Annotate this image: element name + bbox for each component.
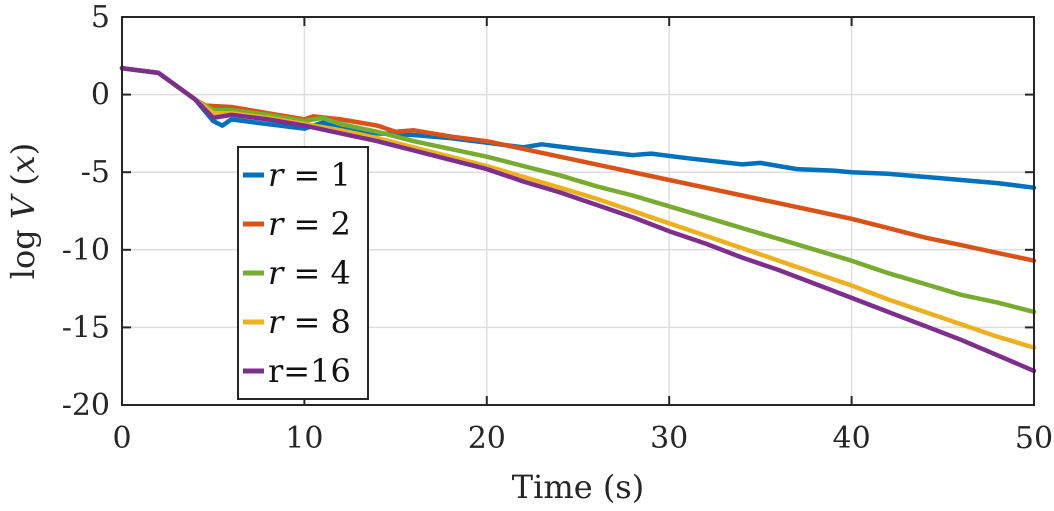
x-tick-label: 30 (650, 421, 688, 456)
legend-label: r = 2 (268, 205, 351, 243)
y-tick-label: -15 (62, 310, 110, 345)
y-axis-label: log V (x) (4, 143, 42, 279)
y-tick-label: -20 (62, 388, 110, 423)
series-line (119, 65, 1037, 190)
legend-label: r=16 (268, 352, 351, 390)
x-tick-label: 10 (285, 421, 323, 456)
y-tick-label: 0 (91, 78, 110, 113)
x-tick-label: 0 (112, 421, 131, 456)
series-line (119, 65, 1037, 315)
legend-label: r = 1 (268, 156, 351, 194)
x-tick-label: 20 (468, 421, 506, 456)
x-tick-labels: 0 10 20 30 40 50 (112, 421, 1053, 456)
legend: r = 1 r = 2 r = 4 r = 8 r=16 (237, 146, 369, 400)
y-tick-label: -5 (81, 155, 110, 190)
x-tick-label: 50 (1015, 421, 1053, 456)
series-lines (119, 65, 1037, 374)
legend-label: r = 8 (268, 303, 351, 341)
plot-frame (121, 16, 1035, 406)
x-axis-label: Time (s) (512, 468, 644, 506)
tick-marks (121, 16, 1035, 406)
legend-label: r = 4 (268, 254, 351, 292)
x-tick-label: 40 (833, 421, 871, 456)
series-line (119, 65, 1037, 374)
y-tick-label: 5 (91, 0, 110, 35)
y-tick-labels: 5 0 -5 -10 -15 -20 (62, 0, 110, 423)
y-tick-label: -10 (62, 233, 110, 268)
